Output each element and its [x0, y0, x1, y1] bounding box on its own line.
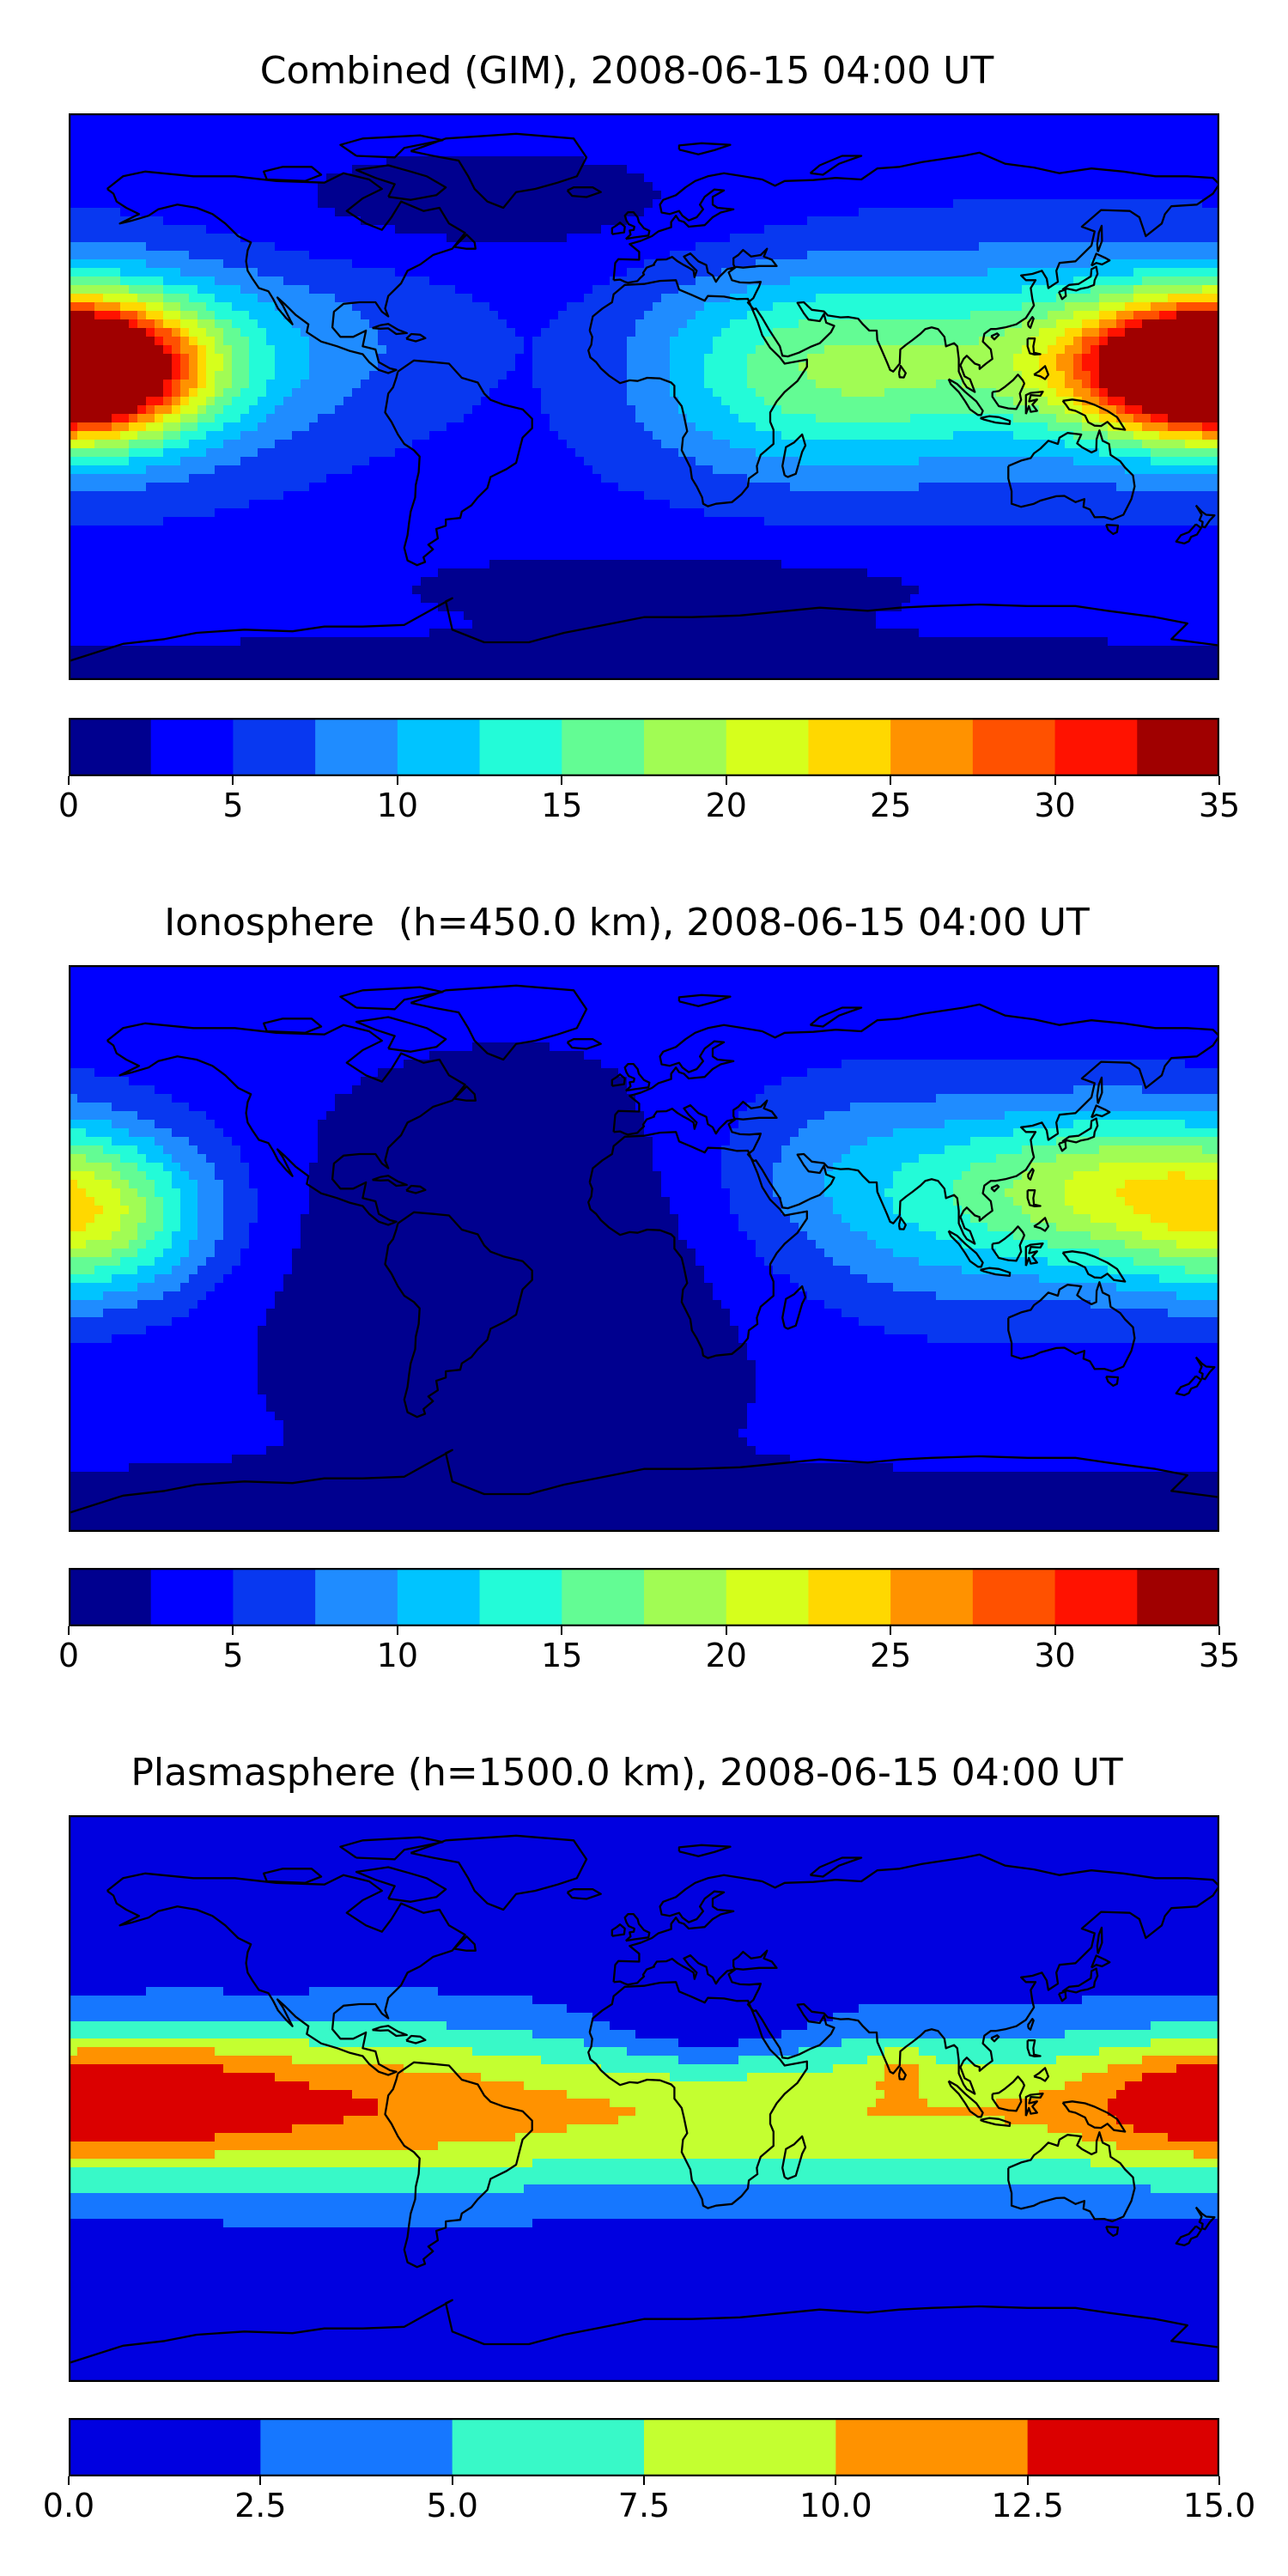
colorbar-tick-mark: [232, 1626, 234, 1635]
colorbar-segment: [480, 718, 562, 776]
colorbar-segment: [726, 1568, 809, 1626]
colorbar-segment: [808, 1568, 890, 1626]
colorbar-segment: [315, 1568, 398, 1626]
colorbar-segment: [453, 2418, 645, 2476]
combined-colorbar: [69, 718, 1219, 776]
colorbar-tick-label: 20: [706, 787, 747, 824]
colorbar-tick-label: 5: [222, 787, 243, 824]
colorbar-tick-label: 25: [870, 787, 911, 824]
contour-field: [69, 1815, 1219, 2382]
colorbar-tick-label: 30: [1034, 787, 1075, 824]
colorbar-segment: [69, 718, 151, 776]
colorbar-tick-label: 0.0: [43, 2487, 94, 2524]
colorbar-segment: [973, 1568, 1055, 1626]
contour-field: [69, 965, 1219, 1532]
colorbar-tick-label: 15: [541, 787, 582, 824]
plasmasphere-map: [69, 1815, 1219, 2382]
colorbar-segment: [1055, 1568, 1138, 1626]
colorbar-segment: [835, 2418, 1028, 2476]
colorbar-tick-mark: [561, 776, 562, 785]
colorbar-segment: [69, 2418, 261, 2476]
colorbar-tick-label: 5: [222, 1637, 243, 1674]
colorbar-tick-mark: [1218, 2476, 1220, 2485]
colorbar-segment: [973, 718, 1055, 776]
colorbar-tick-mark: [452, 2476, 453, 2485]
colorbar-tick-label: 20: [706, 1637, 747, 1674]
colorbar-tick-label: 2.5: [234, 2487, 286, 2524]
colorbar-segment: [151, 1568, 234, 1626]
colorbar-tick-label: 10: [377, 1637, 418, 1674]
colorbar-tick-mark: [1054, 776, 1056, 785]
colorbar-tick-mark: [397, 1626, 398, 1635]
colorbar-segment: [398, 718, 480, 776]
colorbar-tick-mark: [1027, 2476, 1029, 2485]
plasmasphere-colorbar: [69, 2418, 1219, 2476]
contour-field: [69, 113, 1219, 680]
colorbar-tick-label: 15: [541, 1637, 582, 1674]
colorbar-segment: [890, 1568, 973, 1626]
colorbar-tick-label: 5.0: [426, 2487, 477, 2524]
colorbar-tick-mark: [68, 1626, 70, 1635]
colorbar-tick-mark: [890, 1626, 891, 1635]
colorbar-segment: [1137, 718, 1219, 776]
colorbar-tick-mark: [726, 776, 727, 785]
colorbar-tick-mark: [890, 776, 891, 785]
colorbar-segment: [260, 2418, 453, 2476]
colorbar-segment: [562, 1568, 644, 1626]
colorbar-tick-mark: [1218, 776, 1220, 785]
colorbar-segment: [315, 718, 398, 776]
colorbar-tick-mark: [561, 1626, 562, 1635]
colorbar-tick-mark: [1218, 1626, 1220, 1635]
colorbar-segment: [808, 718, 890, 776]
ionosphere-colorbar: [69, 1568, 1219, 1626]
colorbar-tick-mark: [1054, 1626, 1056, 1635]
colorbar-segment: [644, 718, 726, 776]
colorbar-tick-label: 25: [870, 1637, 911, 1674]
combined-map: [69, 113, 1219, 680]
colorbar-segment: [233, 718, 315, 776]
colorbar-tick-label: 10.0: [799, 2487, 872, 2524]
colorbar-tick-label: 0: [58, 787, 79, 824]
colorbar-tick-label: 0: [58, 1637, 79, 1674]
colorbar-segment: [562, 718, 644, 776]
colorbar-tick-label: 35: [1199, 1637, 1240, 1674]
combined-map-title: Combined (GIM), 2008-06-15 04:00 UT: [0, 50, 1254, 93]
colorbar-segment: [69, 1568, 151, 1626]
colorbar-segment: [726, 718, 809, 776]
plasmasphere-map-title: Plasmasphere (h=1500.0 km), 2008-06-15 0…: [0, 1752, 1254, 1795]
colorbar-tick-label: 12.5: [991, 2487, 1064, 2524]
colorbar-tick-mark: [259, 2476, 261, 2485]
colorbar-segment: [480, 1568, 562, 1626]
colorbar-segment: [1028, 2418, 1219, 2476]
colorbar-segment: [151, 718, 234, 776]
colorbar-segment: [890, 718, 973, 776]
ionosphere-map: [69, 965, 1219, 1532]
colorbar-segment: [233, 1568, 315, 1626]
colorbar-segment: [1137, 1568, 1219, 1626]
colorbar-tick-label: 10: [377, 787, 418, 824]
colorbar-tick-mark: [232, 776, 234, 785]
colorbar-tick-mark: [397, 776, 398, 785]
colorbar-segment: [398, 1568, 480, 1626]
colorbar-segment: [644, 1568, 726, 1626]
colorbar-tick-label: 15.0: [1183, 2487, 1256, 2524]
colorbar-tick-label: 35: [1199, 787, 1240, 824]
ionosphere-map-title: Ionosphere (h=450.0 km), 2008-06-15 04:0…: [0, 902, 1254, 945]
colorbar-tick-mark: [68, 2476, 70, 2485]
colorbar-segment: [1055, 718, 1138, 776]
colorbar-tick-mark: [835, 2476, 836, 2485]
colorbar-tick-mark: [726, 1626, 727, 1635]
colorbar-tick-label: 30: [1034, 1637, 1075, 1674]
colorbar-tick-label: 7.5: [618, 2487, 670, 2524]
colorbar-tick-mark: [643, 2476, 645, 2485]
colorbar-tick-mark: [68, 776, 70, 785]
colorbar-segment: [644, 2418, 836, 2476]
